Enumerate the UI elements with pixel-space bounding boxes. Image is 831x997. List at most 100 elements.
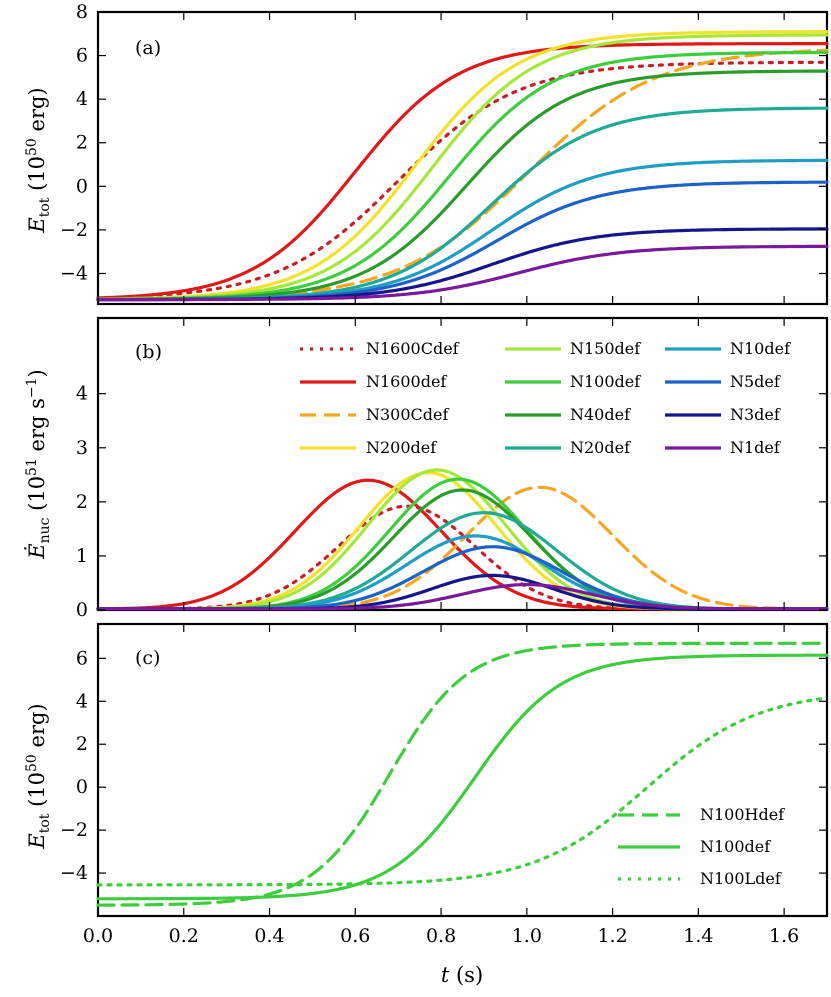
legend-label-N3def: N3def — [730, 405, 781, 424]
panel-c-legend: N100Hdef N100def N100Ldef — [618, 805, 785, 888]
ylabel-b-close: ) — [25, 369, 49, 377]
xtick-label: 0.6 — [340, 925, 370, 947]
panel-c-frame — [96, 622, 829, 918]
panel-b-legend: N1600Cdef N1600def N300Cdef N200def N150def N… — [300, 339, 791, 457]
panel-a-frame — [96, 10, 829, 306]
ytick-label: 8 — [76, 1, 88, 23]
svg-text:Etot (1050 erg): Etot (1050 erg) — [24, 87, 53, 233]
ylabel-b-tail: erg s — [25, 398, 49, 458]
ytick-label: 2 — [76, 132, 88, 154]
ytick-label: 4 — [76, 690, 88, 712]
ylabel-c-unit: (10 — [25, 772, 49, 807]
series-line-N20def — [96, 106, 829, 302]
ylabel-c-main: E — [25, 833, 49, 849]
legend-label-N100Hdef: N100Hdef — [700, 805, 785, 824]
ylabel-b-exp: 51 — [24, 458, 40, 476]
xtick-label: 1.6 — [769, 925, 799, 947]
legend-label-N5def: N5def — [730, 372, 781, 391]
series-line-N1600def — [96, 42, 829, 300]
ylabel-c-exp: 50 — [24, 754, 40, 772]
panel-c-label: (c) — [135, 647, 160, 669]
legend-label-N100def: N100def — [700, 837, 771, 856]
ylabel-c-sub: tot — [37, 813, 53, 833]
panel-b-frame — [96, 316, 829, 612]
legend-label-N100def: N100def — [570, 372, 641, 391]
series-line-N100Ldef — [96, 696, 829, 887]
xtick-label: 1.0 — [512, 925, 542, 947]
series-line-N200def — [96, 30, 829, 301]
ytick-label: 4 — [76, 383, 88, 405]
ylabel-a-tail: erg) — [25, 87, 49, 138]
legend-label-N150def: N150def — [570, 339, 641, 358]
ytick-label: 1 — [76, 545, 88, 567]
ylabel-a-exp: 50 — [24, 138, 40, 156]
panel-a: 8 6 4 2 0 −2 −4 (a) Etot (1050 erg) — [24, 1, 829, 306]
ytick-label: −4 — [60, 262, 88, 284]
xtick-label: 0.2 — [169, 925, 199, 947]
ylabel-c-tail: erg) — [25, 703, 49, 754]
xtick-label: 0.0 — [83, 925, 113, 947]
ytick-label: 2 — [76, 491, 88, 513]
series-line-N1600def — [96, 478, 829, 611]
legend-label-N100Ldef: N100Ldef — [700, 869, 782, 888]
ylabel-a-main: E — [25, 217, 49, 233]
ytick-label: 0 — [76, 599, 88, 621]
ytick-label: 6 — [76, 45, 88, 67]
xlabel-unit: (s) — [449, 963, 483, 987]
series-line-N40def — [96, 488, 829, 611]
x-axis-label: t (s) — [441, 963, 483, 987]
ytick-label: 6 — [76, 647, 88, 669]
panel-c-ylabel: Etot (1050 erg) — [24, 703, 53, 849]
ytick-label: 4 — [76, 88, 88, 110]
legend-label-N10def: N10def — [730, 339, 791, 358]
ytick-label: 2 — [76, 733, 88, 755]
svg-text:Ėnuc (1051 erg s−1): Ėnuc (1051 erg s−1) — [24, 369, 53, 560]
series-line-N1def — [96, 583, 829, 611]
ytick-label: 3 — [76, 437, 88, 459]
legend-label-N200def: N200def — [366, 438, 437, 457]
ytick-label: −4 — [60, 862, 88, 884]
ylabel-a-unit: (10 — [25, 156, 49, 191]
ytick-label: 0 — [76, 776, 88, 798]
ylabel-b-sub: nuc — [37, 517, 53, 543]
panel-b: 4 3 2 1 0 (b) N1600Cdef N1600def N300Cdef N200d… — [24, 316, 829, 621]
ytick-label: −2 — [60, 219, 88, 241]
series-line-N300Cdef — [96, 48, 829, 301]
legend-label-N1600def: N1600def — [366, 372, 447, 391]
ytick-label: 0 — [76, 175, 88, 197]
series-line-N100def — [96, 477, 829, 611]
panel-c-series — [96, 641, 829, 907]
series-line-N1def — [96, 244, 829, 302]
legend-label-N1600Cdef: N1600Cdef — [366, 339, 460, 358]
svg-text:Etot (1050 erg): Etot (1050 erg) — [24, 703, 53, 849]
ylabel-a-sub: tot — [37, 197, 53, 217]
ylabel-b-main: Ė — [25, 543, 49, 559]
series-line-N5def — [96, 180, 829, 302]
ylabel-b-exp2: −1 — [24, 377, 40, 398]
series-line-N100def — [96, 653, 829, 901]
xlabel-main: t — [441, 963, 450, 987]
ylabel-b-unit: (10 — [25, 476, 49, 511]
legend-label-N1def: N1def — [730, 438, 781, 457]
xtick-label: 1.4 — [683, 925, 713, 947]
series-line-N100Hdef — [96, 641, 829, 907]
ytick-label: −2 — [60, 819, 88, 841]
xtick-label: 0.8 — [426, 925, 456, 947]
panel-a-ylabel: Etot (1050 erg) — [24, 87, 53, 233]
legend-label-N300Cdef: N300Cdef — [366, 405, 449, 424]
xtick-label: 0.4 — [254, 925, 284, 947]
series-line-N1600Cdef — [96, 60, 829, 300]
panel-c: 6 4 2 0 −2 −4 0.0 0.2 0.4 0.6 0.8 1.0 1.2 1.4 1.6 (c)… — [24, 622, 829, 987]
legend-label-N40def: N40def — [570, 405, 631, 424]
legend-label-N20def: N20def — [570, 438, 631, 457]
panel-b-label: (b) — [135, 341, 162, 363]
panel-b-series — [96, 468, 829, 611]
panel-b-ylabel: Ėnuc (1051 erg s−1) — [24, 369, 53, 560]
panel-a-series — [96, 30, 829, 302]
series-line-N300Cdef — [96, 485, 829, 611]
xtick-label: 1.2 — [597, 925, 627, 947]
series-line-N100def — [96, 50, 829, 301]
series-line-N40def — [96, 69, 829, 302]
panel-a-label: (a) — [135, 37, 161, 59]
